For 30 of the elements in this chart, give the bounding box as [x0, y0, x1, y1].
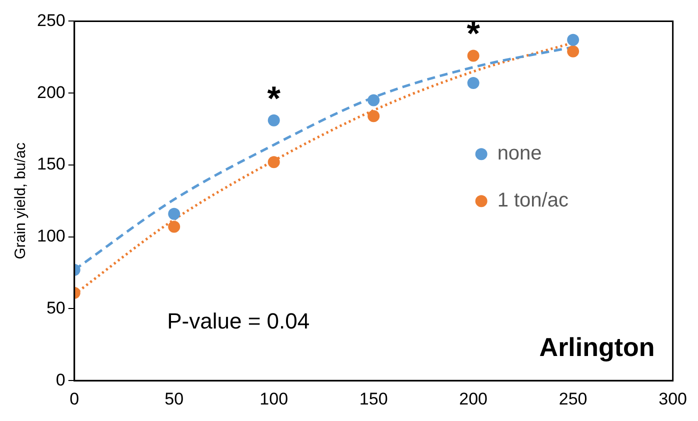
point — [268, 114, 280, 126]
x-tick-label: 0 — [70, 389, 80, 408]
x-tick-label: 100 — [260, 389, 288, 408]
point — [368, 94, 380, 106]
x-tick-label: 200 — [459, 389, 488, 408]
x-tick-label: 300 — [658, 389, 688, 408]
point — [268, 156, 280, 168]
point — [168, 220, 180, 233]
point — [567, 45, 580, 58]
annotation: Arlington — [539, 332, 655, 362]
point — [168, 208, 180, 220]
y-tick-label: 0 — [56, 370, 66, 390]
point — [567, 34, 580, 46]
y-tick-label: 200 — [36, 82, 66, 102]
point — [368, 110, 380, 122]
annotation: * — [267, 80, 282, 118]
point — [467, 50, 480, 62]
y-tick-label: 250 — [36, 10, 66, 30]
y-tick-label: 50 — [46, 298, 66, 318]
point — [467, 77, 480, 90]
x-tick-label: 250 — [558, 389, 588, 408]
y-tick-label: 100 — [36, 226, 66, 246]
legend-label: none — [497, 142, 542, 165]
annotation: P-value = 0.04 — [167, 308, 310, 334]
y-axis-title: Grain yield, bu/ac — [12, 142, 30, 260]
x-tick-label: 150 — [359, 389, 388, 408]
legend-label: 1 ton/ac — [497, 190, 568, 212]
annotation: * — [466, 15, 481, 54]
x-tick-label: 50 — [164, 389, 184, 408]
y-tick-label: 150 — [36, 154, 66, 174]
